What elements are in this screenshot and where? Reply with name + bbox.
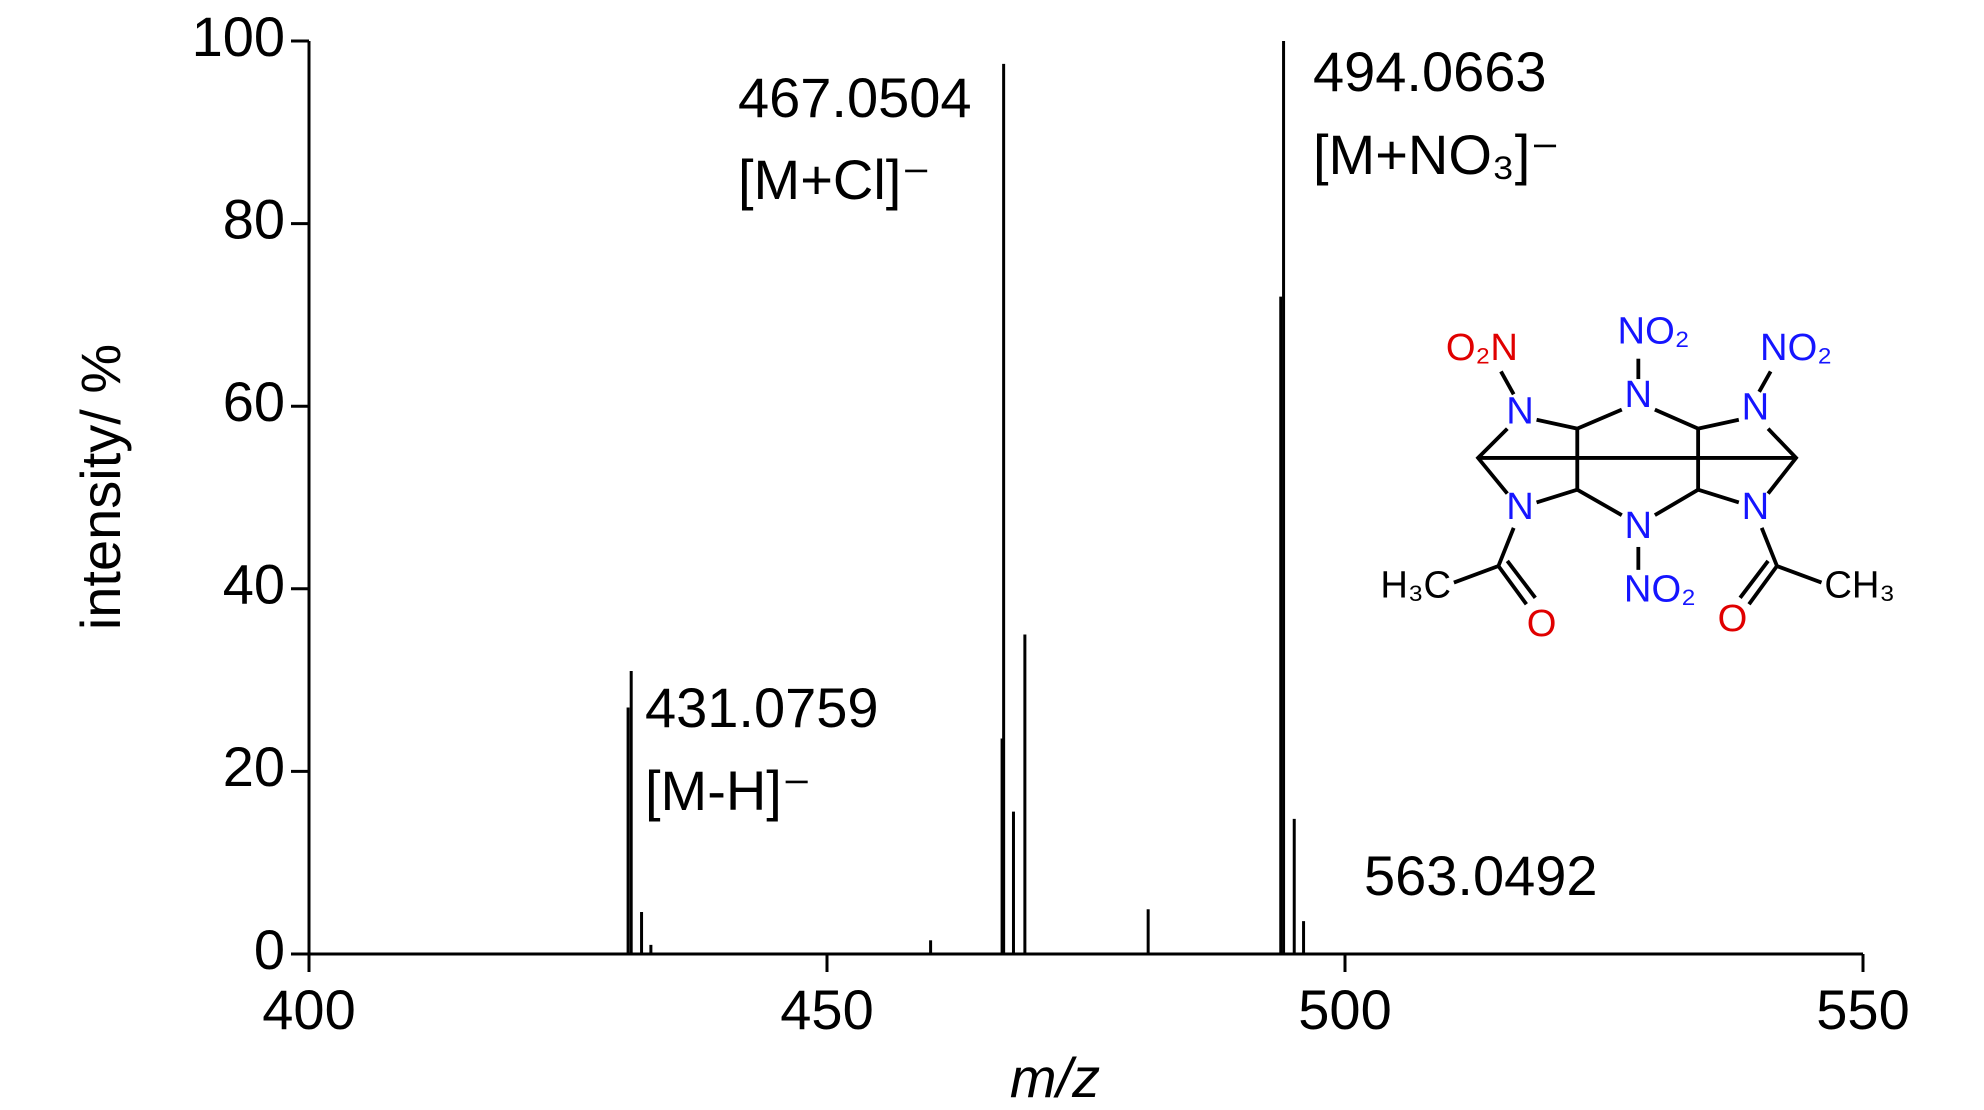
annotation: [M+Cl]⁻ bbox=[738, 148, 931, 211]
bond bbox=[1536, 407, 1623, 431]
y-tick-label: 0 bbox=[254, 918, 285, 981]
atom-label: N bbox=[1625, 373, 1653, 416]
annotation: [M-H]⁻ bbox=[645, 759, 811, 822]
bond bbox=[1654, 407, 1740, 431]
y-tick-label: 60 bbox=[223, 370, 285, 433]
y-tick-label: 40 bbox=[223, 553, 285, 616]
bond bbox=[1499, 370, 1516, 396]
x-tick-label: 450 bbox=[780, 978, 873, 1041]
atom-label: O bbox=[1718, 597, 1748, 640]
y-tick-label: 80 bbox=[223, 187, 285, 250]
bond bbox=[1747, 564, 1779, 606]
x-tick-label: 500 bbox=[1298, 978, 1391, 1041]
atom-label: N bbox=[1742, 485, 1770, 528]
atom-label: NO₂ bbox=[1760, 326, 1832, 369]
atom-label: CH₃ bbox=[1824, 564, 1895, 607]
annotation: 563.0492 bbox=[1364, 844, 1598, 907]
annotation: [M+NO₃]⁻ bbox=[1313, 123, 1560, 186]
atom-label: O bbox=[1527, 602, 1557, 645]
annotation: 467.0504 bbox=[738, 66, 972, 129]
annotation: 494.0663 bbox=[1313, 40, 1547, 103]
atom-label: NO₂ bbox=[1618, 309, 1690, 352]
bond bbox=[1738, 559, 1770, 599]
bond bbox=[1496, 564, 1528, 606]
y-tick-label: 100 bbox=[192, 5, 285, 68]
x-tick-label: 400 bbox=[262, 978, 355, 1041]
y-tick-label: 20 bbox=[223, 735, 285, 798]
atom-label: N bbox=[1625, 504, 1653, 547]
bond bbox=[1766, 427, 1799, 495]
bond bbox=[1475, 427, 1509, 495]
bond bbox=[1536, 487, 1623, 517]
annotation: 431.0759 bbox=[645, 676, 879, 739]
bond bbox=[1757, 370, 1773, 393]
y-axis-label: intensity/ % bbox=[69, 344, 132, 630]
atom-label: H₃C bbox=[1380, 564, 1451, 607]
bond bbox=[1505, 559, 1537, 599]
atom-label: N bbox=[1742, 386, 1770, 429]
bond bbox=[1653, 487, 1740, 517]
structure: O₂N NO₂ NO₂ N N N N N N H₃C O NO₂ O CH₃ bbox=[1380, 309, 1895, 645]
x-tick-label: 550 bbox=[1816, 978, 1909, 1041]
atom-label: O₂N bbox=[1446, 326, 1518, 369]
atom-label: NO₂ bbox=[1624, 568, 1696, 611]
x-axis-label: m/z bbox=[1010, 1046, 1100, 1109]
atom-label: N bbox=[1506, 485, 1534, 528]
atom-label: N bbox=[1506, 389, 1534, 432]
